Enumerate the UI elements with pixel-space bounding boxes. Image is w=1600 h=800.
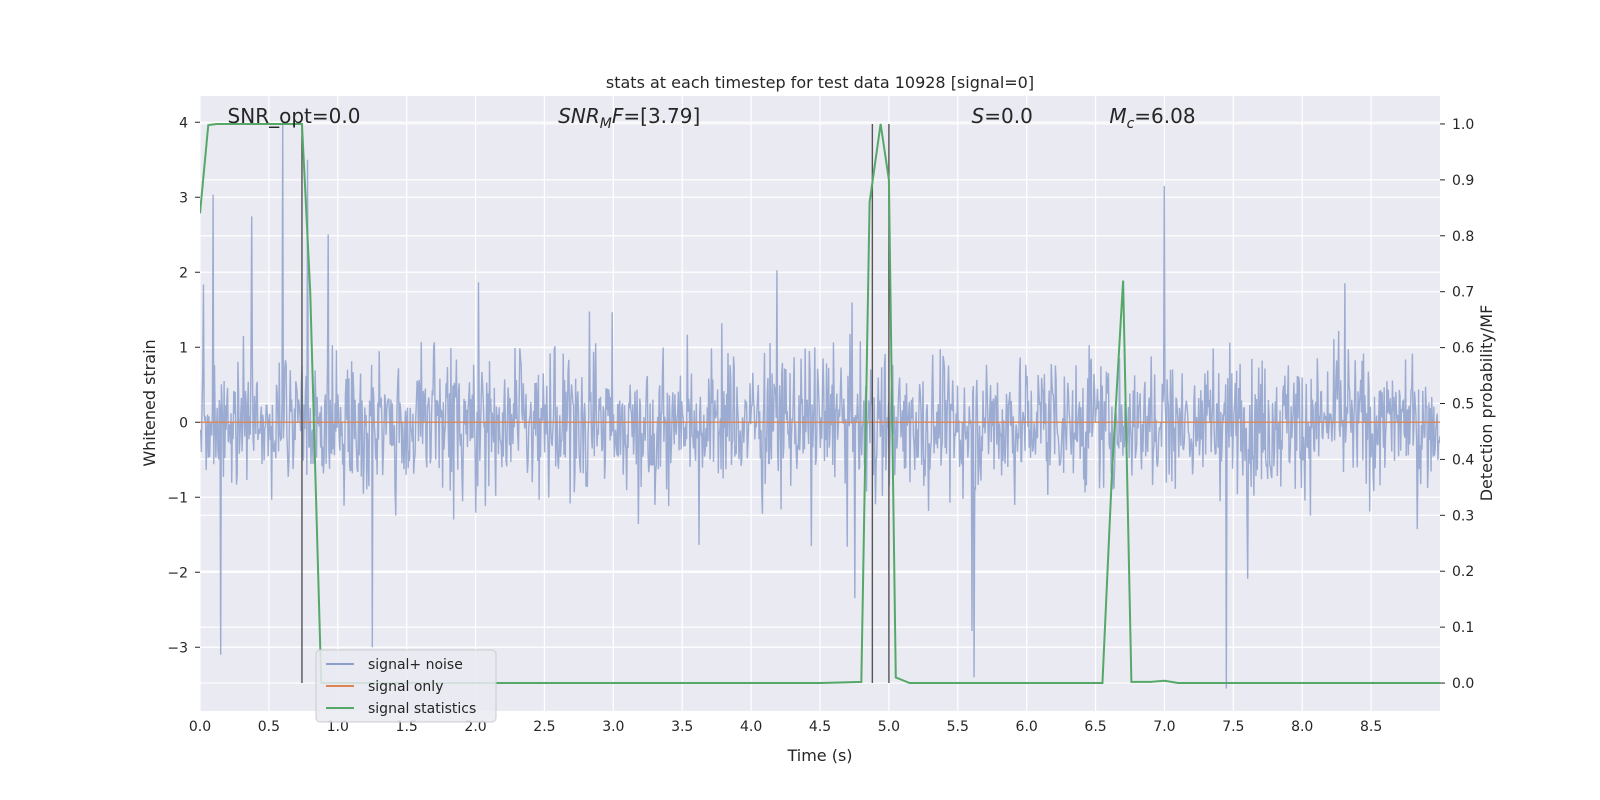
y2-tick-label: 0.2 [1452, 564, 1474, 580]
series-signal-statistics [200, 122, 1440, 685]
y-tick-label: 4 [179, 115, 188, 131]
annotation-snr-mf: SNRMF=[3.79] [558, 104, 700, 132]
x-tick-label: 5.5 [947, 719, 969, 735]
y-tick-label: 3 [179, 190, 188, 206]
x-tick-label: 0.5 [258, 719, 280, 735]
annotation-snr-opt: SNR_opt=0.0 [228, 104, 361, 128]
x-tick-label: 3.5 [671, 719, 693, 735]
x-tick-label: 5.0 [878, 719, 900, 735]
y-tick-label: −2 [167, 565, 188, 581]
y-axis-label: Whitened strain [140, 339, 159, 466]
x-tick-label: 7.0 [1153, 719, 1175, 735]
series-signal-noise [200, 122, 1440, 689]
y2-axis-label: Detection probability/MF [1477, 305, 1496, 502]
y-tick-label: 2 [179, 265, 188, 281]
y-tick-label: −3 [167, 640, 188, 656]
plot-area [200, 122, 1440, 689]
x-tick-label: 6.0 [1016, 719, 1038, 735]
y-tick-label: 0 [179, 415, 188, 431]
annotation-s: S=0.0 [972, 104, 1033, 128]
legend-label: signal+ noise [368, 657, 463, 673]
x-tick-label: 4.5 [809, 719, 831, 735]
x-tick-label: 2.0 [464, 719, 486, 735]
x-tick-label: 1.0 [327, 719, 349, 735]
x-tick-label: 4.0 [740, 719, 762, 735]
x-tick-label: 8.5 [1360, 719, 1382, 735]
y2-tick-label: 0.6 [1452, 341, 1474, 357]
y2-tick-label: 0.1 [1452, 620, 1474, 636]
legend-label: signal statistics [368, 701, 476, 717]
annotations: SNR_opt=0.0 SNRMF=[3.79] S=0.0 Mc=6.08 [228, 104, 1196, 132]
y2-tick-label: 0.7 [1452, 285, 1474, 301]
x-tick-label: 1.5 [396, 719, 418, 735]
y2-tick-label: 0.8 [1452, 229, 1474, 245]
y2-tick-label: 0.0 [1452, 676, 1474, 692]
y2-tick-label: 0.3 [1452, 508, 1474, 524]
y2-tick-label: 0.9 [1452, 173, 1474, 189]
y2-tick-label: 1.0 [1452, 117, 1474, 133]
chart-title: stats at each timestep for test data 109… [606, 73, 1034, 92]
x-tick-label: 8.0 [1291, 719, 1313, 735]
x-tick-label: 2.5 [533, 719, 555, 735]
x-tick-label: 0.0 [189, 719, 211, 735]
x-tick-label: 3.0 [602, 719, 624, 735]
legend-box [315, 649, 497, 723]
y2-tick-label: 0.4 [1452, 452, 1474, 468]
legend: signal+ noise signal only signal statistic… [315, 649, 497, 723]
x-tick-label: 6.5 [1084, 719, 1106, 735]
legend-label: signal only [368, 679, 443, 695]
y-tick-label: 1 [179, 340, 188, 356]
y-tick-label: −1 [167, 490, 188, 506]
ticks: 0.0 0.5 1.0 1.5 2.0 2.5 3.0 3.5 4.0 4.5 5.0 5.5 6.0 6… [167, 115, 1474, 735]
y2-tick-label: 0.5 [1452, 397, 1474, 413]
x-tick-label: 7.5 [1222, 719, 1244, 735]
x-axis-label: Time (s) [786, 746, 852, 765]
annotation-mc: Mc=6.08 [1109, 104, 1195, 132]
